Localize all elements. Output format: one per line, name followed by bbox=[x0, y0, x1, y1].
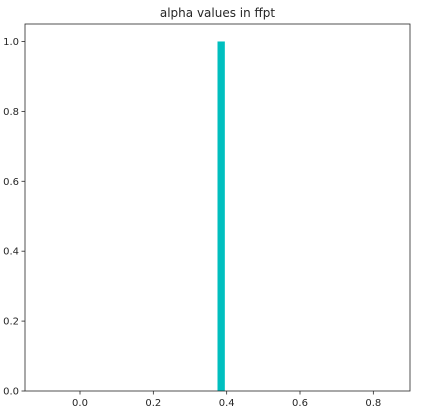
plot-area: 0.0 0.2 0.4 0.6 0.8 0.0 0.2 0.4 0.6 0.8 1.0 bbox=[3, 37, 381, 409]
x-tick-label: 0.8 bbox=[365, 398, 381, 409]
chart-title: alpha values in ffpt bbox=[160, 6, 276, 20]
y-tick-label: 0.2 bbox=[3, 317, 19, 328]
x-tick-label: 0.4 bbox=[219, 398, 235, 409]
y-tick-label: 1.0 bbox=[3, 37, 19, 48]
bar-0 bbox=[217, 41, 225, 391]
y-tick-label: 0.8 bbox=[3, 107, 19, 118]
plot-frame bbox=[24, 23, 411, 392]
y-tick-label: 0.6 bbox=[3, 177, 19, 188]
x-tick-label: 0.6 bbox=[292, 398, 308, 409]
x-tick-label: 0.0 bbox=[72, 398, 88, 409]
x-tick-label: 0.2 bbox=[145, 398, 161, 409]
y-tick-label: 0.0 bbox=[3, 387, 19, 398]
y-tick-label: 0.4 bbox=[3, 247, 19, 258]
